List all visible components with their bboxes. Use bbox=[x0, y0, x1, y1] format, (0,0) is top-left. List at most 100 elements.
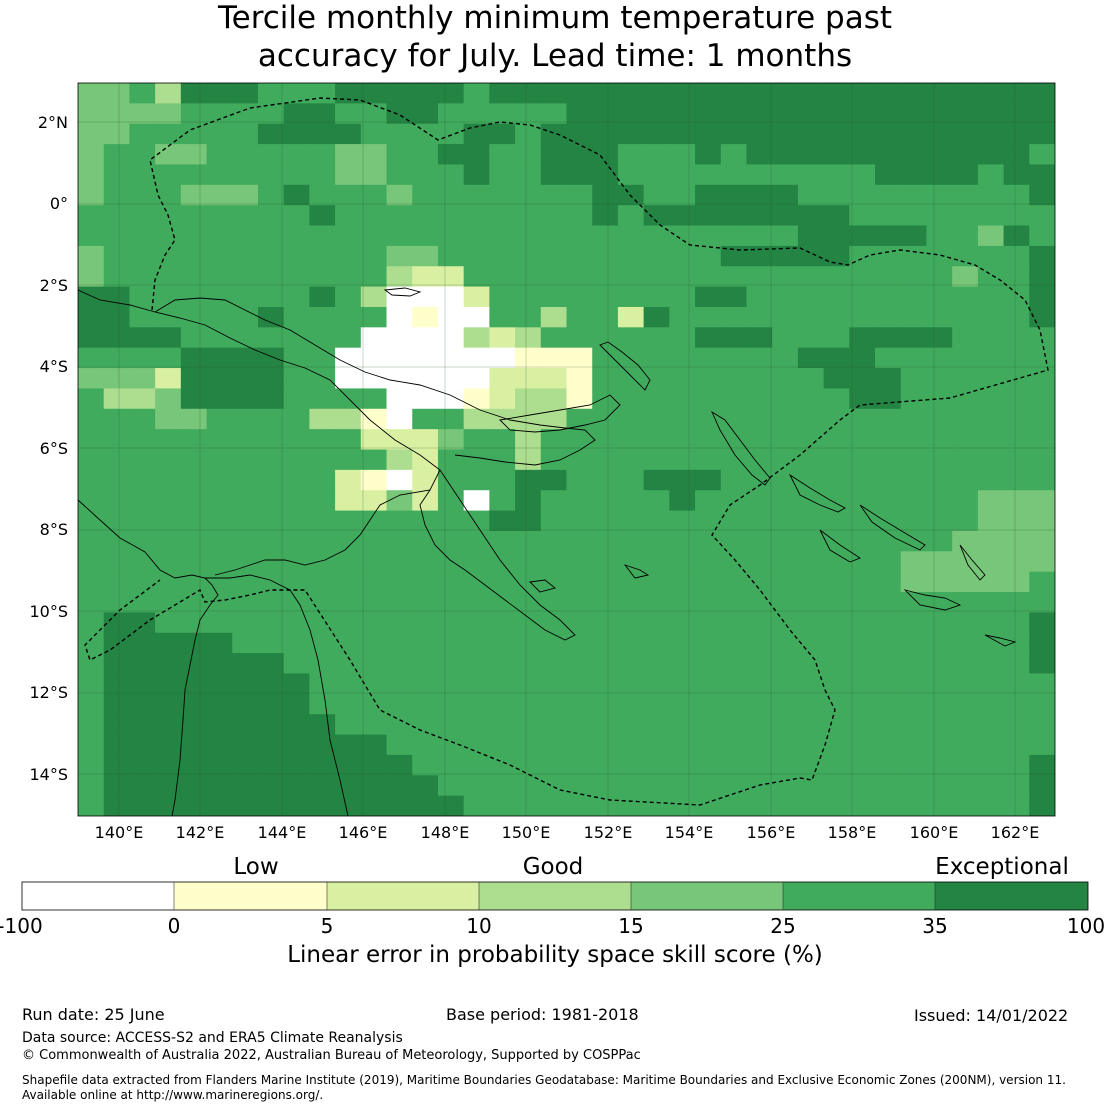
grid-cell bbox=[489, 795, 516, 816]
grid-cell bbox=[257, 388, 285, 410]
grid-cell bbox=[232, 144, 259, 166]
grid-cell bbox=[540, 388, 568, 410]
grid-cell bbox=[283, 530, 310, 552]
grid-cell bbox=[335, 469, 362, 491]
grid-cell bbox=[669, 388, 696, 410]
grid-cell bbox=[977, 571, 1005, 593]
grid-cell bbox=[463, 693, 490, 715]
grid-cell bbox=[977, 266, 1005, 288]
grid-cell bbox=[360, 612, 388, 634]
grid-cell bbox=[900, 693, 928, 715]
grid-cell bbox=[849, 592, 876, 613]
grid-cell bbox=[180, 368, 208, 390]
grid-cell bbox=[412, 245, 439, 267]
grid-cell bbox=[643, 144, 670, 166]
lat-label-8s: 8°S bbox=[39, 520, 68, 539]
grid-cell bbox=[78, 530, 105, 552]
grid-cell bbox=[309, 286, 336, 308]
coast-australia bbox=[78, 499, 219, 816]
grid-cell bbox=[823, 368, 850, 390]
grid-cell bbox=[206, 530, 233, 552]
grid-cell bbox=[232, 592, 259, 613]
grid-cell bbox=[489, 184, 516, 206]
grid-cell bbox=[720, 449, 748, 471]
grid-cell bbox=[643, 164, 670, 186]
grid-cell bbox=[463, 164, 490, 186]
grid-cell bbox=[463, 795, 490, 816]
grid-cell bbox=[437, 551, 465, 573]
grid-cell bbox=[232, 347, 259, 369]
grid-cell bbox=[669, 205, 696, 227]
grid-cell bbox=[386, 449, 413, 471]
grid-cell bbox=[1029, 123, 1055, 145]
grid-cell bbox=[515, 184, 542, 206]
grid-cell bbox=[155, 164, 182, 186]
grid-cell bbox=[412, 327, 439, 349]
grid-cell bbox=[335, 429, 362, 451]
grid-cell bbox=[720, 347, 748, 369]
grid-cell bbox=[900, 653, 928, 675]
grid-cell bbox=[1029, 205, 1055, 227]
grid-cell bbox=[1029, 347, 1055, 369]
grid-cell bbox=[78, 388, 105, 410]
grid-cell bbox=[360, 225, 388, 247]
grid-cell bbox=[592, 83, 619, 104]
grid-cell bbox=[437, 612, 465, 634]
lat-label-4s: 4°S bbox=[39, 357, 68, 376]
grid-cell bbox=[617, 306, 645, 328]
grid-cell bbox=[412, 795, 439, 816]
colorbar-segment bbox=[174, 882, 327, 910]
grid-cell bbox=[206, 225, 233, 247]
grid-cell bbox=[206, 571, 233, 593]
grid-cell bbox=[463, 632, 490, 654]
grid-cell bbox=[129, 266, 156, 288]
grid-cell bbox=[489, 83, 516, 104]
grid-cell bbox=[437, 429, 465, 451]
map-frame bbox=[77, 82, 1056, 817]
grid-cell bbox=[746, 673, 773, 695]
grid-cell bbox=[103, 632, 131, 654]
grid-cell bbox=[103, 571, 131, 593]
grid-cell bbox=[772, 347, 799, 369]
grid-cell bbox=[386, 347, 413, 369]
grid-cell bbox=[772, 754, 799, 776]
grid-cell bbox=[900, 368, 928, 390]
grid-cell bbox=[669, 632, 696, 654]
colorbar-segment bbox=[631, 882, 783, 910]
coast-new-ireland bbox=[599, 341, 651, 391]
grid-cell bbox=[952, 327, 979, 349]
grid-cell bbox=[283, 693, 310, 715]
grid-cell bbox=[592, 306, 619, 328]
grid-cell bbox=[129, 571, 156, 593]
grid-cell bbox=[772, 123, 799, 145]
grid-cell bbox=[720, 612, 748, 634]
grid-cell bbox=[849, 673, 876, 695]
grid-cell bbox=[489, 490, 516, 512]
grid-cell bbox=[515, 347, 542, 369]
grid-cell bbox=[437, 184, 465, 206]
grid-cell bbox=[977, 714, 1005, 736]
grid-cell bbox=[746, 306, 773, 328]
grid-cell bbox=[78, 754, 105, 776]
grid-cell bbox=[309, 592, 336, 613]
grid-cell bbox=[900, 245, 928, 267]
grid-cell bbox=[257, 775, 285, 797]
grid-cell bbox=[952, 205, 979, 227]
grid-cell bbox=[78, 306, 105, 328]
coast-bougainville bbox=[710, 410, 771, 486]
grid-cell bbox=[360, 347, 388, 369]
grid-cell bbox=[78, 245, 105, 267]
grid-cell bbox=[386, 306, 413, 328]
grid-cell bbox=[592, 673, 619, 695]
grid-cell bbox=[952, 429, 979, 451]
grid-cell bbox=[849, 123, 876, 145]
grid-cell bbox=[463, 103, 490, 125]
grid-cell bbox=[540, 673, 568, 695]
grid-cell bbox=[463, 408, 490, 430]
grid-cell bbox=[566, 449, 593, 471]
grid-cell bbox=[232, 673, 259, 695]
grid-cell bbox=[78, 164, 105, 186]
grid-cell bbox=[78, 571, 105, 593]
grid-cell bbox=[437, 205, 465, 227]
grid-cell bbox=[926, 245, 953, 267]
